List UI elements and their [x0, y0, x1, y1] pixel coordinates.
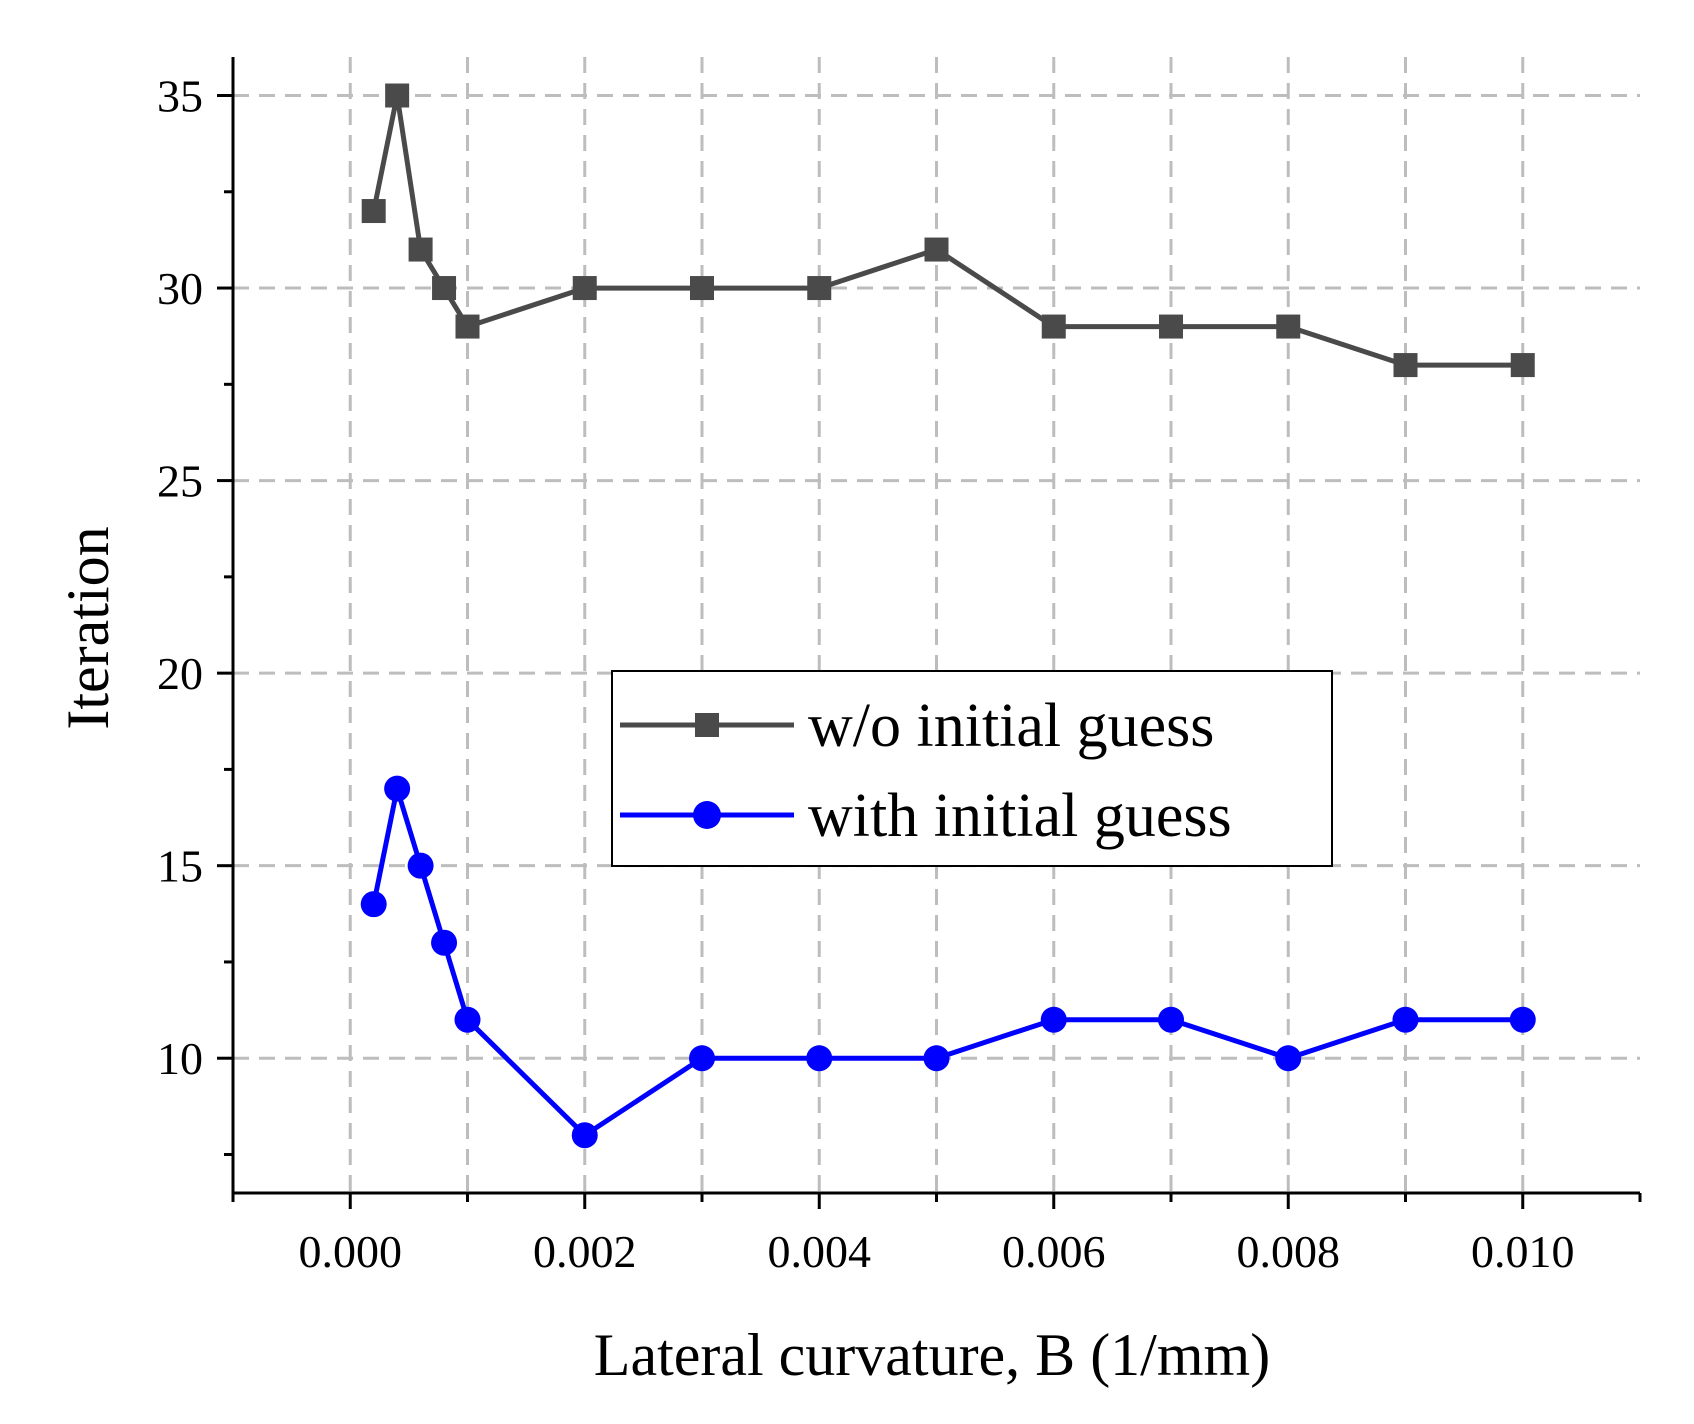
x-tick-label: 0.002: [533, 1226, 637, 1277]
x-tick-label: 0.008: [1237, 1226, 1341, 1277]
y-tick-label: 10: [157, 1033, 203, 1084]
data-point: [923, 1045, 950, 1072]
legend-label-wo-guess: w/o initial guess: [808, 692, 1214, 760]
data-point: [690, 276, 714, 301]
data-point: [1392, 1006, 1419, 1033]
data-point: [571, 1122, 598, 1149]
data-point: [385, 83, 410, 108]
series-line: [371, 786, 1523, 1138]
data-point: [806, 1045, 833, 1072]
data-point: [1276, 314, 1301, 339]
y-tick-label: 30: [157, 263, 203, 314]
data-point: [432, 276, 457, 301]
data-point: [924, 237, 949, 262]
data-point: [689, 1045, 715, 1072]
series-1: [361, 83, 1535, 378]
x-tick-label: 0.000: [299, 1226, 403, 1277]
ticks: 0.000 0.002 0.004 0.006 0.008 0.010 10 15 20 25 30…: [157, 71, 1642, 1277]
y-tick-label: 35: [157, 71, 203, 122]
legend-marker-wo-guess: [695, 713, 719, 737]
x-axis-title: Lateral curvature, B (1/mm): [594, 1322, 1270, 1388]
legend-marker-with-guess: [693, 801, 721, 829]
data-point: [1509, 1006, 1536, 1033]
data-point: [1158, 1006, 1184, 1033]
data-point: [1041, 314, 1066, 339]
data-point: [407, 852, 434, 879]
data-point: [431, 929, 458, 956]
legend: w/o initial guess with initial guess: [611, 670, 1333, 867]
data-point: [455, 314, 480, 339]
x-tick-label: 0.006: [1002, 1226, 1106, 1277]
data-point: [1510, 353, 1535, 378]
y-tick-label: 25: [157, 456, 203, 507]
x-tick-label: 0.004: [768, 1226, 872, 1277]
y-axis-title: Iteration: [55, 526, 121, 729]
series-line: [371, 93, 1523, 368]
data-point: [360, 891, 387, 918]
legend-box: [611, 670, 1333, 867]
series: [360, 83, 1536, 1149]
data-point: [1393, 353, 1418, 378]
data-point: [454, 1006, 481, 1033]
data-point: [361, 199, 386, 224]
data-point: [408, 237, 433, 262]
data-point: [1040, 1006, 1067, 1033]
series-2: [360, 775, 1536, 1149]
data-point: [1159, 314, 1183, 339]
y-tick-label: 15: [157, 841, 203, 892]
legend-label-with-guess: with initial guess: [808, 782, 1232, 850]
data-point: [807, 276, 832, 301]
x-tick-label: 0.010: [1471, 1226, 1575, 1277]
data-point: [1275, 1045, 1302, 1072]
y-tick-label: 20: [157, 648, 203, 699]
data-point: [572, 276, 597, 301]
grid-lines: [233, 57, 1640, 1193]
data-point: [384, 775, 411, 802]
